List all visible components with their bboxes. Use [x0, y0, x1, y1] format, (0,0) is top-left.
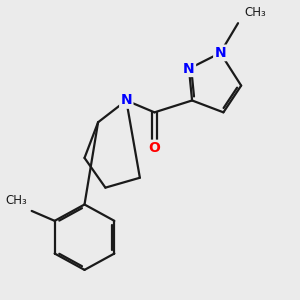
- Text: O: O: [148, 141, 160, 155]
- Text: CH₃: CH₃: [244, 6, 266, 19]
- Text: N: N: [214, 46, 226, 60]
- Text: CH₃: CH₃: [6, 194, 28, 207]
- Text: N: N: [183, 62, 195, 76]
- Text: N: N: [121, 94, 132, 107]
